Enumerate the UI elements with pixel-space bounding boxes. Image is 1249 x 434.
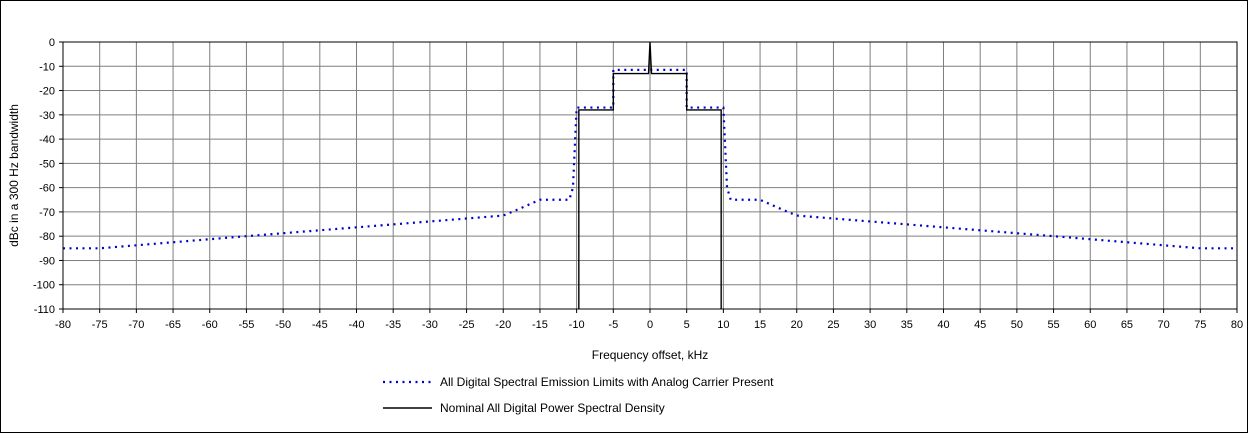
legend: All Digital Spectral Emission Limits wit… <box>383 375 774 415</box>
x-tick-label: 50 <box>1011 319 1023 331</box>
y-tick-label: -60 <box>39 183 55 195</box>
x-tick-label: -50 <box>275 319 291 331</box>
y-tick-label: -20 <box>39 86 55 98</box>
plot-border <box>62 41 1238 310</box>
y-tick-label: -40 <box>39 134 55 146</box>
x-tick-label: -45 <box>312 319 328 331</box>
x-tick-label: 45 <box>974 319 986 331</box>
x-tick-label: -5 <box>608 319 618 331</box>
legend-label-emission-limits: All Digital Spectral Emission Limits wit… <box>440 375 774 389</box>
x-tick-label: -15 <box>532 319 548 331</box>
series-emission-limits <box>63 68 1237 250</box>
legend-label-power-spectral-density: Nominal All Digital Power Spectral Densi… <box>440 401 665 415</box>
y-tick-label: -110 <box>34 304 55 316</box>
x-tick-label: 75 <box>1194 319 1206 331</box>
x-tick-label: -60 <box>202 319 218 331</box>
x-tick-label: -55 <box>238 319 254 331</box>
x-tick-label: 20 <box>791 319 803 331</box>
y-tick-label: 0 <box>49 37 55 49</box>
x-tick-label: 25 <box>827 319 839 331</box>
x-tick-label: -25 <box>459 319 475 331</box>
y-tick-label: -30 <box>39 110 55 122</box>
y-tick-label: -80 <box>39 231 55 243</box>
x-tick-label: -20 <box>495 319 511 331</box>
x-tick-label: 70 <box>1158 319 1170 331</box>
y-tick-label: -90 <box>39 255 55 267</box>
x-tick-label: 40 <box>937 319 949 331</box>
x-tick-label: -40 <box>349 319 365 331</box>
x-tick-label: 5 <box>684 319 690 331</box>
y-tick-label: -70 <box>39 207 55 219</box>
x-tick-label: -65 <box>165 319 181 331</box>
x-tick-label: 30 <box>864 319 876 331</box>
x-tick-label: -30 <box>422 319 438 331</box>
y-tick-labels: 0 -10 -20 -30 -40 -50 -60 -70 -80 -90 -100 -110 <box>33 37 55 316</box>
x-tick-label: 65 <box>1121 319 1133 331</box>
x-tick-label: -75 <box>92 319 108 331</box>
x-tick-label: -70 <box>128 319 144 331</box>
x-tick-label: -80 <box>55 319 71 331</box>
x-tick-label: 60 <box>1084 319 1096 331</box>
x-tick-label: 35 <box>901 319 913 331</box>
y-tick-label: -10 <box>39 61 55 73</box>
y-tick-label: -100 <box>33 280 55 292</box>
x-tick-label: -10 <box>569 319 585 331</box>
y-tick-label: -50 <box>39 158 55 170</box>
x-tick-label: 15 <box>754 319 766 331</box>
x-tick-label: 0 <box>647 319 653 331</box>
x-tick-label: 80 <box>1231 319 1243 331</box>
y-axis-title: dBc in a 300 Hz bandwidth <box>7 104 21 247</box>
grid <box>59 41 1238 313</box>
x-tick-labels: -80 -75 -70 -65 -60 -55 -50 -45 -40 -35 -30 -25 -20-… <box>55 319 1243 331</box>
x-axis-title: Frequency offset, kHz <box>592 348 709 362</box>
x-tick-label: -35 <box>385 319 401 331</box>
x-tick-label: 10 <box>717 319 729 331</box>
x-tick-label: 55 <box>1047 319 1059 331</box>
